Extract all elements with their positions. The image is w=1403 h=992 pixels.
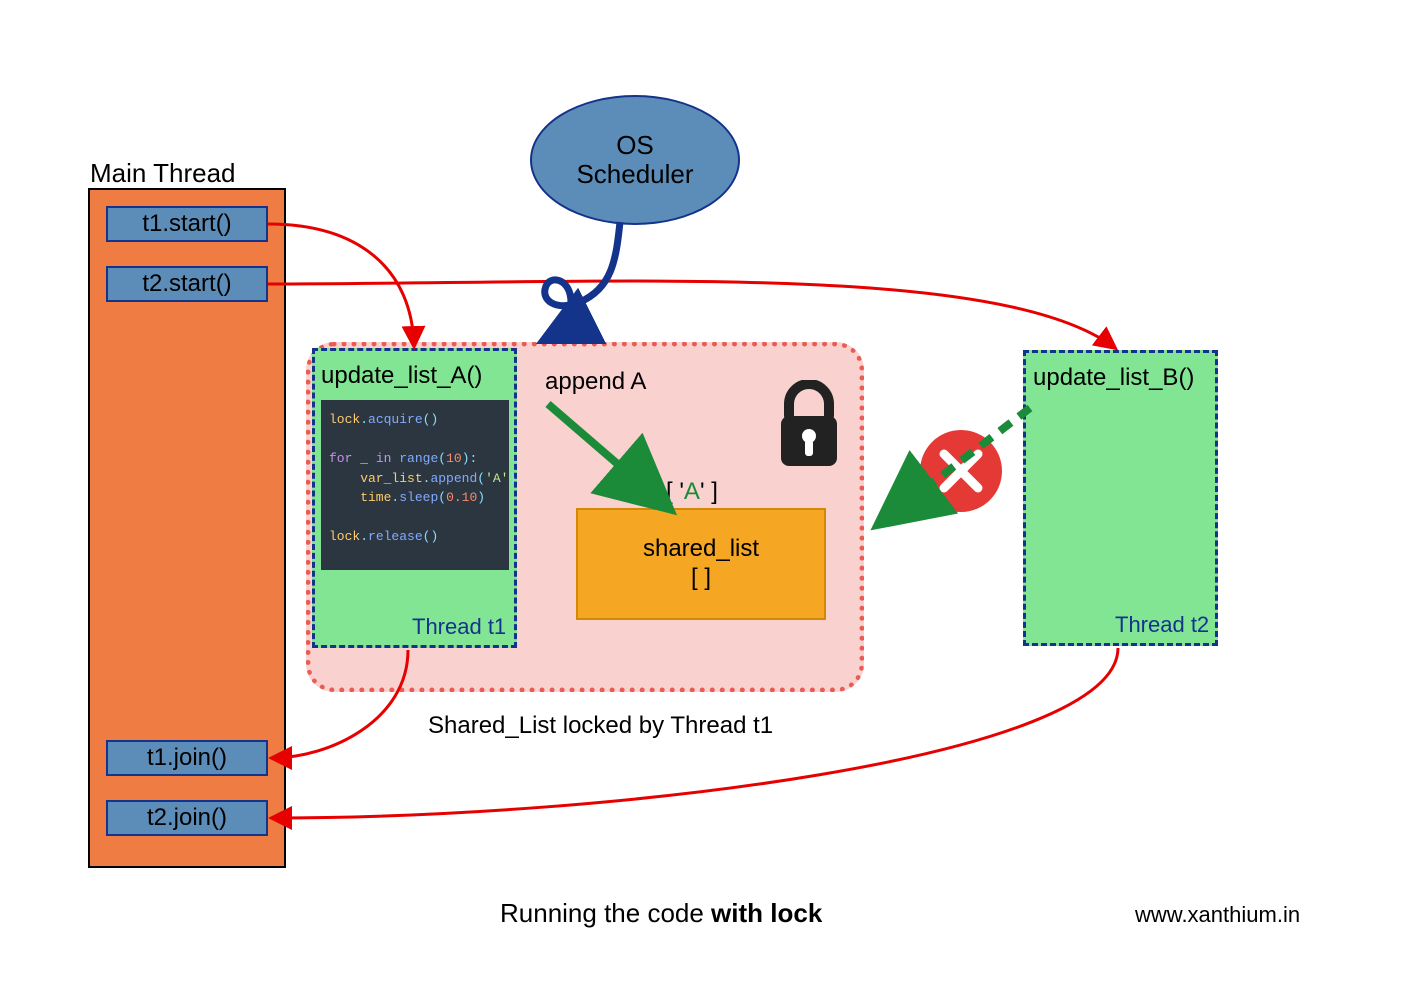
- thread-t2-box: [1023, 350, 1218, 646]
- diagram-canvas: Main Thread t1.start() t2.start() t1.join(…: [0, 0, 1403, 992]
- main-thread-btn-2: t1.join(): [106, 740, 268, 776]
- thread-t2-label: Thread t2: [1115, 612, 1209, 638]
- main-thread-label: Main Thread: [90, 158, 236, 189]
- os-scheduler-line2: Scheduler: [576, 160, 693, 189]
- caption: Running the code with lock: [500, 898, 822, 929]
- thread-t1-label: Thread t1: [412, 614, 506, 640]
- bracket-left: [ ': [666, 478, 684, 505]
- os-scheduler-line1: OS: [616, 131, 654, 160]
- main-thread-btn-3: t2.join(): [106, 800, 268, 836]
- shared-list-line1: shared_list: [643, 535, 759, 564]
- arrow-t1start-to-t1: [268, 224, 414, 346]
- thread-t1-title: update_list_A(): [321, 362, 482, 390]
- arrow-t2start-to-t2: [268, 281, 1115, 348]
- blocked-icon: [920, 430, 1002, 512]
- locked-region-caption: Shared_List locked by Thread t1: [428, 712, 773, 740]
- main-thread-btn-0: t1.start(): [106, 206, 268, 242]
- caption-bold: with lock: [711, 898, 822, 928]
- bracket-a: A: [684, 478, 700, 505]
- thread-t2-title: update_list_B(): [1033, 364, 1194, 392]
- shared-list-box: shared_list [ ]: [576, 508, 826, 620]
- bracket-a-label: [ 'A' ]: [666, 478, 718, 506]
- lock-icon: [775, 380, 843, 470]
- os-scheduler-ellipse: OS Scheduler: [530, 95, 740, 225]
- thread-t1-code: lock.acquire() for _ in range(10): var_l…: [321, 400, 509, 570]
- bracket-right: ' ]: [700, 478, 718, 505]
- arrow-os-to-locked: [545, 222, 620, 338]
- site-url: www.xanthium.in: [1135, 902, 1300, 928]
- main-thread-btn-1: t2.start(): [106, 266, 268, 302]
- append-a-label: append A: [545, 368, 646, 396]
- shared-list-line2: [ ]: [691, 564, 711, 593]
- caption-prefix: Running the code: [500, 898, 711, 928]
